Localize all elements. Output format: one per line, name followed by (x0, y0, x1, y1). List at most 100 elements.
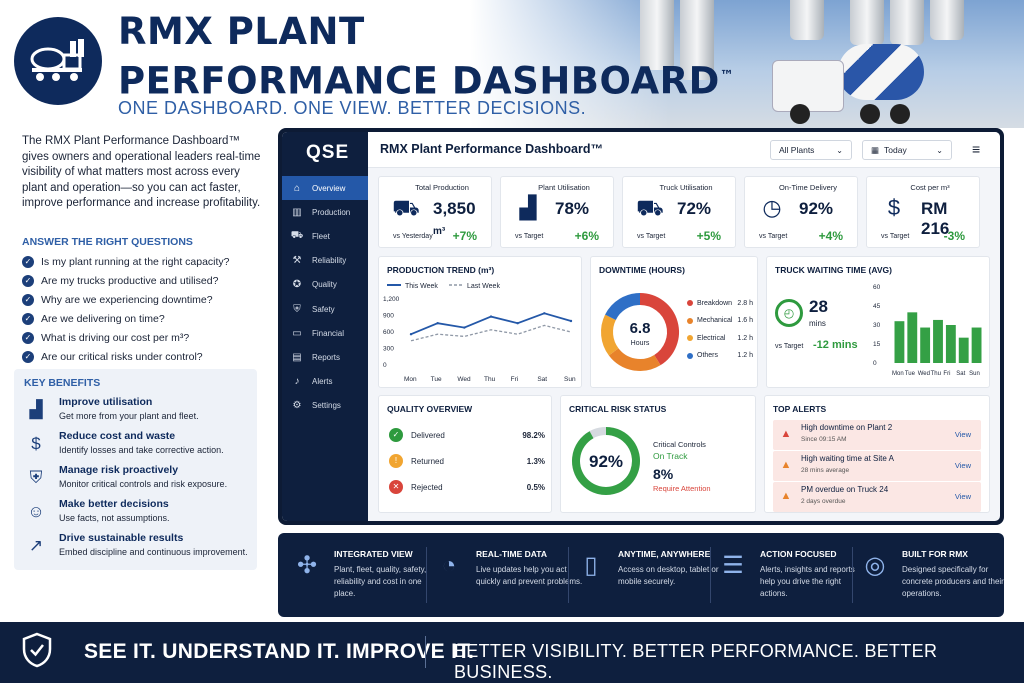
stopwatch-icon: ◴ (775, 299, 803, 327)
quality-row: ✓ Delivered 98.2% (389, 426, 545, 444)
quality-row: ✕ Rejected 0.5% (389, 478, 545, 496)
mixer-drum (838, 44, 924, 100)
question-item: ✓ Are our critical risks under control? (22, 347, 272, 366)
bar-chart-icon: ▟ (29, 400, 43, 419)
sidebar-item-alerts[interactable]: ♪ Alerts (282, 370, 368, 394)
wrench-icon: ⚒ (292, 255, 302, 267)
sidebar-item-settings[interactable]: ⚙ Settings (282, 394, 368, 418)
sidebar-item-production[interactable]: ▥ Production (282, 200, 368, 224)
silo (890, 0, 924, 45)
feature-item: ◎ BUILT FOR RMX Designed specifically for … (858, 533, 1004, 617)
feature-item: ▯ ANYTIME, ANYWHERE Access on desktop, tab… (574, 533, 718, 617)
key-benefits-panel: KEY BENEFITS ▟ Improve utilisation Get mor… (14, 369, 257, 570)
kpi-value: 78% (555, 199, 590, 218)
kpi-value: 72% (677, 199, 712, 218)
warning-icon: ▲ (780, 490, 792, 502)
wallet-icon: ▭ (292, 327, 302, 339)
check-circle-icon: ✓ (22, 350, 34, 363)
waiting-bar (907, 312, 918, 363)
sidebar-item-financial[interactable]: ▭ Financial (282, 321, 368, 345)
y-tick-label: 0 (383, 362, 387, 369)
y-tick-label: 0 (873, 360, 877, 367)
x-tick-label: Mon (404, 376, 417, 383)
kpi-card: On-Time Delivery ◷ 92% vs Target +4% (744, 176, 858, 248)
waiting-value: 28 (809, 297, 828, 316)
waiting-bar (894, 321, 905, 363)
menu-icon[interactable]: ≡ (972, 141, 981, 157)
alert-item[interactable]: ▲ High waiting time at Site A 28 mins aver… (773, 451, 981, 481)
last-week-line (410, 324, 572, 342)
production-trend-chart: This Week Last Week 1,200 900 600 300 0 Mon Tue W… (383, 283, 576, 383)
network-icon: ✣ (296, 552, 318, 579)
risk-attention-value: 8% (653, 466, 674, 482)
sidebar-item-overview[interactable]: ⌂ Overview (282, 176, 368, 200)
quality-overview-card: QUALITY OVERVIEW ✓ Delivered 98.2% ! Returne… (378, 395, 552, 513)
feature-item: ◔ REAL-TIME DATA Live updates help you act… (432, 533, 583, 617)
silo (680, 0, 714, 80)
home-icon: ⌂ (293, 182, 301, 194)
sidebar-item-reports[interactable]: ▤ Reports (282, 345, 368, 369)
sidebar-item-quality[interactable]: ✪ Quality (282, 273, 368, 297)
svg-text:This Week: This Week (405, 283, 438, 290)
warning-icon: ▲ (780, 428, 792, 440)
chevron-down-icon: ⌄ (936, 145, 943, 155)
production-trend-title: PRODUCTION TREND (m³) (387, 265, 495, 275)
view-alert-link[interactable]: View (954, 430, 971, 439)
legend-swatch (687, 335, 693, 341)
alert-item[interactable]: ▲ High downtime on Plant 2 Since 09:15 AM V… (773, 420, 981, 450)
badge-icon: ✪ (292, 279, 302, 291)
dollar-icon: $ (31, 434, 41, 453)
question-item: ✓ Why are we experiencing downtime? (22, 290, 272, 309)
alert-item[interactable]: ▲ PM overdue on Truck 24 2 days overdue Vie… (773, 482, 981, 512)
kpi-value: 92% (799, 199, 834, 218)
downtime-total: 6.8 (630, 320, 651, 337)
check-circle-icon: ✓ (22, 274, 34, 287)
silo (790, 0, 824, 40)
sidebar-item-safety[interactable]: ⛨ Safety (282, 297, 368, 321)
question-item: ✓ Are we delivering on time? (22, 309, 272, 328)
top-alerts-card: TOP ALERTS ▲ High downtime on Plant 2 Sinc… (764, 395, 990, 513)
risk-attention-label: Require Attention (653, 484, 711, 493)
x-tick-label: Tue (905, 371, 916, 377)
date-filter-dropdown[interactable]: ▦ Today ⌄ (862, 140, 952, 160)
truck-waiting-bar-chart: 60 45 30 15 0 Mon Tue Wed Thu Fri Sat Sun (873, 284, 982, 377)
waiting-bar (971, 327, 982, 363)
y-tick-label: 60 (873, 284, 881, 291)
plant-filter-dropdown[interactable]: All Plants ⌄ (770, 140, 852, 160)
legend-last-week: Last Week (449, 283, 500, 290)
downtime-legend-item: Others 1.2 h (687, 350, 753, 362)
returned-status-icon: ! (389, 454, 403, 468)
x-tick-label: Thu (484, 376, 496, 383)
downtime-donut-chart: 6.8 Hours (601, 293, 679, 371)
view-alert-link[interactable]: View (954, 461, 971, 470)
x-tick-label: Tue (431, 376, 442, 383)
question-item: ✓ What is driving our cost per m³? (22, 328, 272, 347)
calendar-icon: ▦ (871, 144, 880, 155)
this-week-point (463, 326, 466, 329)
downtime-title: DOWNTIME (HOURS) (599, 265, 685, 275)
risk-percent: 92% (588, 452, 624, 471)
warning-icon: ▲ (780, 459, 792, 471)
shield-check-icon (22, 632, 52, 668)
downtime-legend-item: Mechanical 1.6 h (687, 315, 753, 327)
svg-text:Last Week: Last Week (467, 283, 500, 290)
truck-icon: ⛟ (636, 195, 664, 220)
report-icon: ▤ (292, 351, 302, 363)
risk-label: Critical Controls (653, 440, 706, 449)
sidebar-item-fleet[interactable]: ⛟ Fleet (282, 224, 368, 248)
kpi-value: RM 216 (921, 199, 950, 238)
question-item: ✓ Is my plant running at the right capaci… (22, 252, 272, 271)
dashboard-title: RMX Plant Performance Dashboard™ (380, 142, 603, 156)
view-alert-link[interactable]: View (954, 492, 971, 501)
x-tick-label: Sun (564, 376, 576, 383)
features-strip: ✣ INTEGRATED VIEW Plant, fleet, quality, s… (278, 533, 1004, 617)
risk-ring-fill (572, 427, 640, 495)
y-tick-label: 1,200 (383, 296, 400, 303)
y-tick-label: 30 (873, 322, 881, 329)
this-week-point (489, 315, 493, 318)
risk-status: On Track (653, 451, 688, 461)
sidebar-item-reliability[interactable]: ⚒ Reliability (282, 249, 368, 273)
waiting-bar (958, 337, 969, 363)
this-week-point (516, 322, 519, 325)
kpi-card: Truck Utilisation ⛟ 72% vs Target +5% (622, 176, 736, 248)
